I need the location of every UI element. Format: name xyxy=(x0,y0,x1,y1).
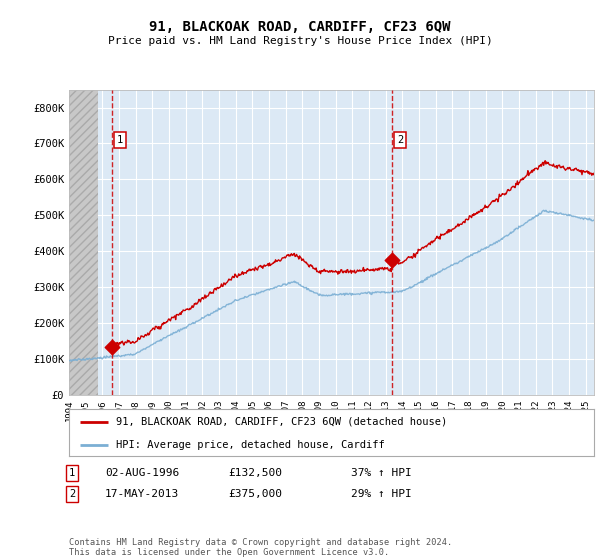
Bar xyxy=(69,90,98,395)
Text: 1: 1 xyxy=(69,468,75,478)
Text: 29% ↑ HPI: 29% ↑ HPI xyxy=(351,489,412,499)
Text: 2: 2 xyxy=(397,135,403,145)
Text: HPI: Average price, detached house, Cardiff: HPI: Average price, detached house, Card… xyxy=(116,440,385,450)
Text: 17-MAY-2013: 17-MAY-2013 xyxy=(105,489,179,499)
Text: 1: 1 xyxy=(117,135,123,145)
Text: Contains HM Land Registry data © Crown copyright and database right 2024.
This d: Contains HM Land Registry data © Crown c… xyxy=(69,538,452,557)
Text: 02-AUG-1996: 02-AUG-1996 xyxy=(105,468,179,478)
Text: £375,000: £375,000 xyxy=(228,489,282,499)
Text: 91, BLACKOAK ROAD, CARDIFF, CF23 6QW (detached house): 91, BLACKOAK ROAD, CARDIFF, CF23 6QW (de… xyxy=(116,417,448,427)
Text: 37% ↑ HPI: 37% ↑ HPI xyxy=(351,468,412,478)
Text: Price paid vs. HM Land Registry's House Price Index (HPI): Price paid vs. HM Land Registry's House … xyxy=(107,36,493,46)
Text: 2: 2 xyxy=(69,489,75,499)
Point xyxy=(387,256,397,265)
Text: £132,500: £132,500 xyxy=(228,468,282,478)
Text: 91, BLACKOAK ROAD, CARDIFF, CF23 6QW: 91, BLACKOAK ROAD, CARDIFF, CF23 6QW xyxy=(149,20,451,34)
Point xyxy=(107,343,117,352)
